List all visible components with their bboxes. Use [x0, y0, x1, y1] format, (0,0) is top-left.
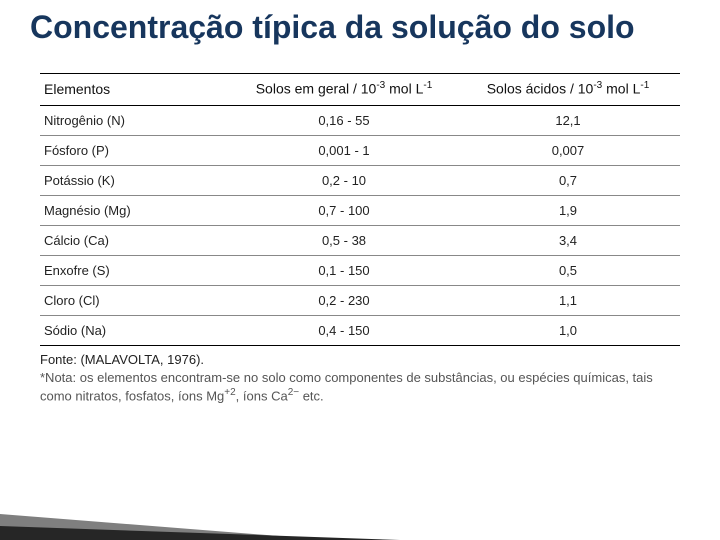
- note-part0: *Nota: os elementos encontram-se no solo…: [40, 370, 653, 404]
- col2-part2: mol L: [385, 81, 423, 97]
- cell-element: Fósforo (P): [40, 135, 232, 165]
- wedge-dark: [0, 526, 400, 540]
- table-header-row: Elementos Solos em geral / 10-3 mol L-1 …: [40, 74, 680, 106]
- corner-wedge-icon: [0, 480, 720, 540]
- table-row: Nitrogênio (N) 0,16 - 55 12,1: [40, 105, 680, 135]
- col2-exp1: -3: [376, 80, 385, 91]
- table-row: Fósforo (P) 0,001 - 1 0,007: [40, 135, 680, 165]
- slide: Concentração típica da solução do solo E…: [0, 0, 720, 540]
- table-row: Cálcio (Ca) 0,5 - 38 3,4: [40, 225, 680, 255]
- table-row: Enxofre (S) 0,1 - 150 0,5: [40, 255, 680, 285]
- table-row: Magnésio (Mg) 0,7 - 100 1,9: [40, 195, 680, 225]
- note-sup2: 2−: [288, 387, 299, 398]
- cell-element: Cloro (Cl): [40, 285, 232, 315]
- table-row: Cloro (Cl) 0,2 - 230 1,1: [40, 285, 680, 315]
- cell-acid: 1,0: [456, 315, 680, 345]
- cell-acid: 0,007: [456, 135, 680, 165]
- cell-acid: 12,1: [456, 105, 680, 135]
- cell-general: 0,5 - 38: [232, 225, 456, 255]
- cell-general: 0,2 - 230: [232, 285, 456, 315]
- wedge-light: [0, 514, 330, 540]
- cell-general: 0,2 - 10: [232, 165, 456, 195]
- cell-element: Cálcio (Ca): [40, 225, 232, 255]
- col2-part0: Solos em geral / 10: [256, 81, 377, 97]
- col2-exp2: -1: [423, 80, 432, 91]
- cell-general: 0,7 - 100: [232, 195, 456, 225]
- table-row: Potássio (K) 0,2 - 10 0,7: [40, 165, 680, 195]
- col3-part2: mol L: [602, 81, 640, 97]
- col-header-acid-soils: Solos ácidos / 10-3 mol L-1: [456, 74, 680, 106]
- cell-acid: 1,9: [456, 195, 680, 225]
- cell-acid: 0,7: [456, 165, 680, 195]
- cell-acid: 1,1: [456, 285, 680, 315]
- cell-element: Sódio (Na): [40, 315, 232, 345]
- page-title: Concentração típica da solução do solo: [30, 10, 690, 45]
- col3-exp1: -3: [593, 80, 602, 91]
- col3-exp2: -1: [640, 80, 649, 91]
- cell-element: Nitrogênio (N): [40, 105, 232, 135]
- col-header-elements: Elementos: [40, 74, 232, 106]
- cell-general: 0,001 - 1: [232, 135, 456, 165]
- concentration-table-wrap: Elementos Solos em geral / 10-3 mol L-1 …: [40, 73, 680, 405]
- note-part4: etc.: [299, 389, 324, 404]
- table-row: Sódio (Na) 0,4 - 150 1,0: [40, 315, 680, 345]
- cell-general: 0,16 - 55: [232, 105, 456, 135]
- footnote: *Nota: os elementos encontram-se no solo…: [40, 369, 680, 405]
- concentration-table: Elementos Solos em geral / 10-3 mol L-1 …: [40, 73, 680, 346]
- cell-element: Potássio (K): [40, 165, 232, 195]
- source-line: Fonte: (MALAVOLTA, 1976).: [40, 352, 680, 367]
- note-part2: , íons Ca: [236, 389, 288, 404]
- note-sup1: +2: [224, 387, 235, 398]
- cell-general: 0,4 - 150: [232, 315, 456, 345]
- cell-general: 0,1 - 150: [232, 255, 456, 285]
- cell-element: Magnésio (Mg): [40, 195, 232, 225]
- cell-element: Enxofre (S): [40, 255, 232, 285]
- table-body: Nitrogênio (N) 0,16 - 55 12,1 Fósforo (P…: [40, 105, 680, 345]
- col-header-general-soils: Solos em geral / 10-3 mol L-1: [232, 74, 456, 106]
- cell-acid: 3,4: [456, 225, 680, 255]
- col3-part0: Solos ácidos / 10: [487, 81, 594, 97]
- cell-acid: 0,5: [456, 255, 680, 285]
